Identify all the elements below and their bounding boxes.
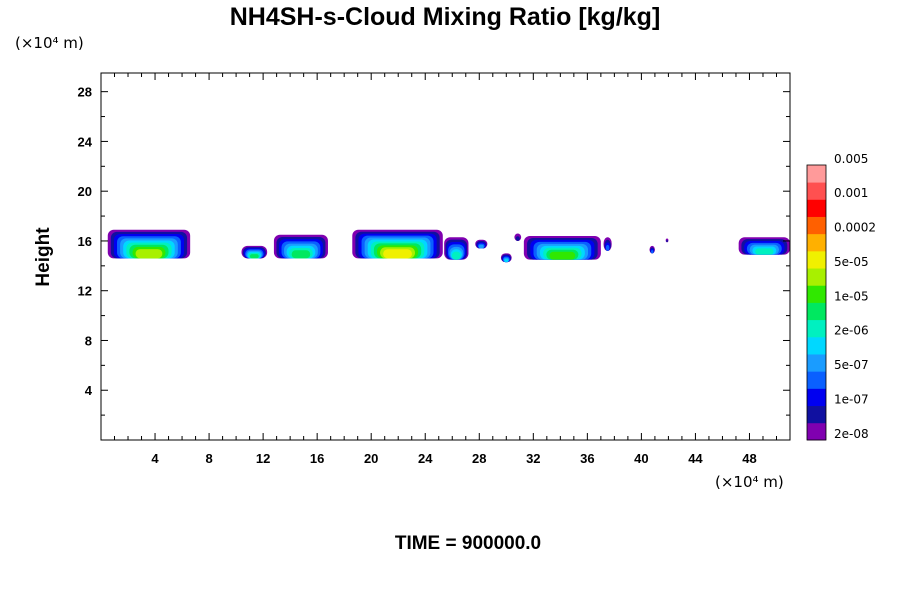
colorbar-swatch (807, 354, 826, 372)
colorbar-swatch (807, 319, 826, 338)
y-tick-label: 8 (85, 333, 92, 348)
colorbar-label: 0.005 (834, 152, 868, 166)
y-unit-label: (×10⁴ m) (15, 34, 84, 52)
cloud-cell (665, 238, 669, 243)
colorbar-swatch (807, 182, 826, 200)
cloud-cell (500, 253, 512, 263)
x-tick-label: 48 (742, 451, 756, 466)
colorbar-label: 1e-07 (834, 392, 869, 406)
time-label: TIME = 900000.0 (395, 533, 541, 554)
colorbar-swatch (807, 233, 826, 252)
cloud-band (383, 249, 412, 259)
x-unit-label: (×10⁴ m) (715, 473, 784, 491)
colorbar: 2e-08 1e-07 5e-07 2e-06 1e-05 5e-05 0.0002 0.00… (806, 152, 876, 441)
colorbar-label: 5e-05 (834, 255, 869, 269)
colorbar-label: 0.001 (834, 186, 868, 200)
cloud-cell (514, 233, 522, 241)
cloud-cell (603, 237, 612, 251)
cloud-cell (107, 229, 191, 259)
cloud-band (515, 236, 520, 241)
cloud-band (291, 250, 311, 259)
cloud-band (549, 251, 576, 260)
colorbar-frame (806, 164, 827, 441)
colorbar-label: 5e-07 (834, 358, 869, 372)
plot-frame (100, 72, 791, 441)
colorbar-swatch (807, 268, 826, 286)
x-tick-label: 4 (151, 451, 159, 466)
colorbar-swatch (807, 405, 826, 424)
cloud-cell (273, 234, 328, 259)
x-tick-label: 28 (472, 451, 486, 466)
y-tick-label: 28 (78, 85, 92, 100)
y-tick-label: 12 (78, 284, 92, 299)
colorbar-swatch (807, 302, 826, 321)
cloud-band (478, 244, 484, 249)
x-axis: 4 8 12 16 20 24 28 32 36 40 44 48 (114, 73, 777, 466)
cloud-band (666, 239, 668, 243)
x-tick-label: 36 (580, 451, 594, 466)
x-tick-label: 8 (205, 451, 212, 466)
y-axis-label: Height (33, 227, 54, 287)
x-tick-label: 32 (526, 451, 540, 466)
cloud-cell (444, 237, 469, 260)
y-tick-label: 20 (78, 184, 92, 199)
cloud-cell (241, 245, 268, 259)
y-axis: 4 8 12 16 20 24 28 (78, 85, 790, 416)
cloud-band (451, 251, 461, 260)
colorbar-label: 1e-05 (834, 289, 869, 303)
colorbar-swatch (807, 336, 826, 355)
colorbar-swatch (807, 250, 826, 269)
colorbar-swatch (807, 371, 826, 389)
chart-title: NH4SH-s-Cloud Mixing Ratio [kg/kg] (230, 3, 661, 31)
x-tick-label: 20 (364, 451, 378, 466)
cloud-band (755, 248, 774, 255)
colorbar-swatch (807, 165, 826, 183)
colorbar-swatch (807, 285, 826, 303)
cloud-band (249, 254, 259, 259)
colorbar-swatch (807, 216, 826, 235)
colorbar-swatch (807, 422, 826, 441)
cloud-cell (475, 239, 488, 249)
y-tick-label: 4 (85, 383, 93, 398)
cloud-band (605, 244, 610, 251)
cloud-band (651, 250, 654, 254)
x-tick-label: 40 (634, 451, 648, 466)
x-tick-label: 12 (256, 451, 270, 466)
colorbar-swatch (807, 388, 826, 407)
colorbar-label: 2e-08 (834, 427, 869, 441)
cloud-band (504, 258, 509, 263)
y-tick-label: 16 (78, 234, 92, 249)
x-tick-label: 24 (418, 451, 433, 466)
cloud-cell (523, 235, 601, 260)
cloud-band (135, 249, 163, 259)
x-tick-label: 16 (310, 451, 324, 466)
cloud-cell (649, 245, 655, 254)
colorbar-swatch (807, 199, 826, 217)
x-tick-label: 44 (688, 451, 703, 466)
cloud-cell (738, 237, 790, 255)
cloud-cell (352, 229, 443, 259)
colorbar-label: 0.0002 (834, 221, 876, 235)
y-tick-label: 24 (78, 134, 93, 149)
colorbar-label: 2e-06 (834, 324, 869, 338)
cloud-field (107, 229, 790, 263)
